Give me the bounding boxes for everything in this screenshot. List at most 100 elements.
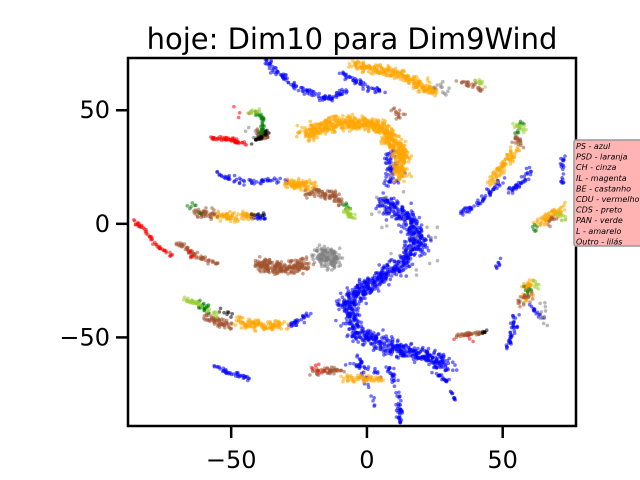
data-point <box>399 273 403 278</box>
data-point <box>375 129 379 133</box>
data-point <box>362 285 367 290</box>
data-point <box>346 211 351 216</box>
data-point <box>250 217 255 222</box>
data-point <box>398 159 403 164</box>
data-point <box>517 313 521 317</box>
data-point <box>376 376 381 380</box>
data-point <box>361 87 365 91</box>
data-point <box>472 204 476 208</box>
data-point <box>388 205 392 209</box>
data-point <box>332 199 337 203</box>
data-point <box>514 187 518 191</box>
data-point <box>390 374 395 378</box>
legend-entry: Outro - lilás <box>576 237 622 246</box>
data-point <box>176 243 180 247</box>
x-tick-label: 50 <box>487 446 518 474</box>
data-point <box>335 117 340 122</box>
data-point <box>439 82 443 86</box>
legend-entry: CH - cinza <box>576 163 616 172</box>
data-point <box>356 335 361 339</box>
data-point <box>331 127 335 132</box>
data-point <box>232 104 236 109</box>
data-point <box>199 257 203 262</box>
data-point <box>258 113 262 118</box>
data-point <box>392 179 396 184</box>
data-point <box>510 313 515 318</box>
data-point <box>209 217 213 221</box>
data-point <box>406 81 411 85</box>
data-point <box>411 220 416 224</box>
data-point <box>423 252 427 256</box>
data-point <box>227 177 232 182</box>
data-point <box>169 253 174 257</box>
data-point <box>404 240 408 244</box>
data-point <box>518 295 523 299</box>
data-point <box>322 95 326 99</box>
data-point <box>330 123 335 127</box>
data-point <box>317 362 321 367</box>
data-point <box>538 301 542 306</box>
data-point <box>541 321 546 326</box>
data-point <box>482 330 487 334</box>
data-point <box>304 311 309 316</box>
data-point <box>477 78 482 82</box>
data-point <box>372 125 377 130</box>
data-point <box>528 169 533 174</box>
data-point <box>525 170 530 175</box>
data-point <box>335 91 339 95</box>
data-point <box>324 118 329 123</box>
data-point <box>399 154 404 159</box>
data-point <box>301 266 306 271</box>
data-point <box>523 177 527 182</box>
data-point <box>375 286 380 291</box>
data-point <box>355 312 359 317</box>
data-point <box>502 176 507 180</box>
data-point <box>388 157 393 162</box>
data-point <box>321 122 326 126</box>
series-6-points <box>217 128 489 336</box>
data-point <box>483 85 487 89</box>
data-point <box>351 215 355 220</box>
data-point <box>286 80 291 85</box>
data-point <box>204 206 208 210</box>
data-point <box>149 236 154 241</box>
data-point <box>326 246 330 251</box>
data-point <box>232 180 236 184</box>
data-point <box>337 246 342 251</box>
data-point <box>317 371 322 375</box>
data-point <box>399 399 403 403</box>
data-point <box>341 376 346 381</box>
data-point <box>274 271 279 276</box>
data-point <box>236 374 240 379</box>
data-point <box>302 320 307 325</box>
data-point <box>267 131 271 135</box>
data-point <box>375 64 380 69</box>
data-point <box>382 342 387 347</box>
data-point <box>392 196 396 201</box>
data-point <box>488 175 492 179</box>
data-point <box>388 168 392 172</box>
data-point <box>404 266 408 270</box>
data-point <box>398 415 402 420</box>
data-point <box>363 296 367 301</box>
data-point <box>342 309 347 314</box>
data-point <box>434 355 438 360</box>
data-point <box>248 324 253 329</box>
data-point <box>412 239 417 243</box>
data-point <box>430 370 434 375</box>
data-point <box>535 225 539 229</box>
data-point <box>304 192 308 197</box>
data-point <box>534 281 538 286</box>
data-point <box>378 347 383 352</box>
data-point <box>337 301 341 306</box>
data-point <box>323 368 327 373</box>
data-point <box>409 174 414 179</box>
data-point <box>312 128 317 132</box>
data-point <box>351 325 356 329</box>
data-point <box>230 312 234 316</box>
data-point <box>355 353 360 358</box>
data-point <box>207 318 212 322</box>
data-point <box>246 111 250 115</box>
data-point <box>327 94 332 98</box>
data-point <box>418 254 422 258</box>
